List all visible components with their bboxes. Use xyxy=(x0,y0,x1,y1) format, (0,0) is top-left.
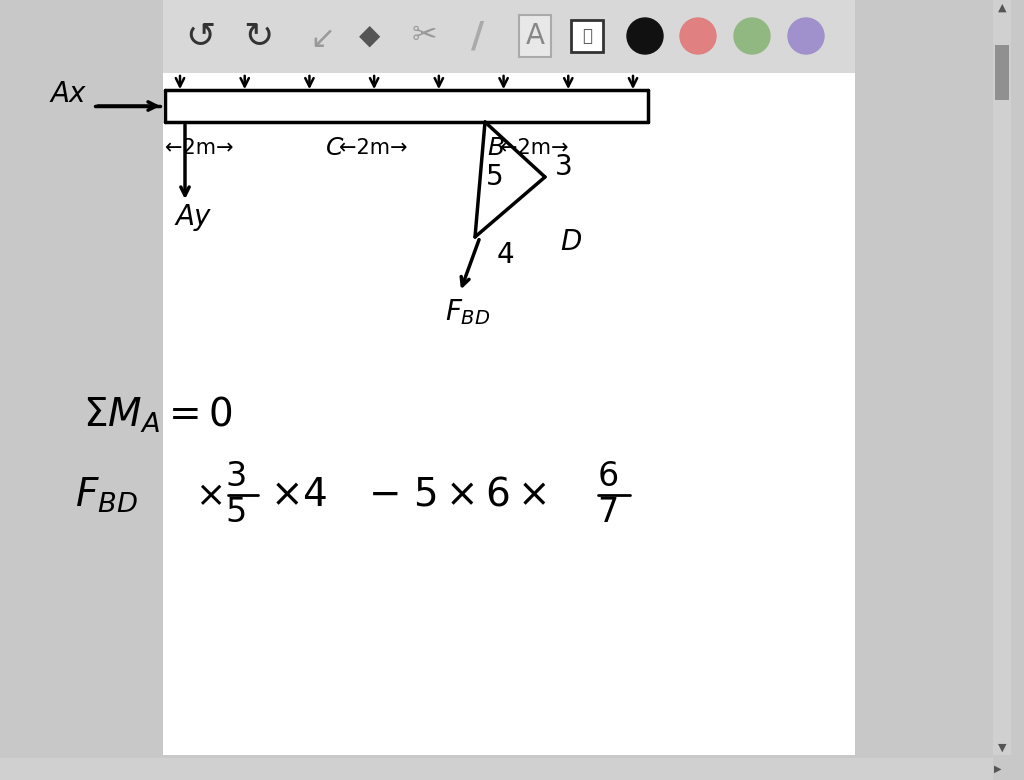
Text: 5: 5 xyxy=(486,163,504,191)
Text: A: A xyxy=(525,22,545,50)
Text: ↺: ↺ xyxy=(185,19,215,53)
Text: 3: 3 xyxy=(225,460,247,494)
Text: ▶: ▶ xyxy=(994,764,1001,774)
Text: $-\ 5 \times 6 \times$: $-\ 5 \times 6 \times$ xyxy=(368,476,547,514)
Circle shape xyxy=(680,18,716,54)
Text: 6: 6 xyxy=(597,460,618,494)
Text: ✂: ✂ xyxy=(412,22,437,51)
Bar xyxy=(163,0,855,73)
Circle shape xyxy=(734,18,770,54)
Text: ←2m→: ←2m→ xyxy=(339,138,408,158)
Circle shape xyxy=(788,18,824,54)
Text: ↗: ↗ xyxy=(302,22,328,51)
Text: /: / xyxy=(471,19,484,53)
Text: D: D xyxy=(560,228,582,256)
Text: 5: 5 xyxy=(225,497,247,530)
Text: Ax: Ax xyxy=(50,80,85,108)
Text: $F_{BD}$: $F_{BD}$ xyxy=(445,297,490,327)
Text: 🏔: 🏔 xyxy=(582,27,592,45)
Text: 7: 7 xyxy=(597,497,618,530)
Bar xyxy=(0,758,993,780)
Text: 3: 3 xyxy=(555,153,572,181)
Text: ▲: ▲ xyxy=(997,3,1007,13)
Text: ▼: ▼ xyxy=(997,743,1007,753)
Circle shape xyxy=(627,18,663,54)
Text: Ay: Ay xyxy=(175,203,210,231)
Text: ←2m→: ←2m→ xyxy=(500,138,568,158)
Text: ↻: ↻ xyxy=(243,19,273,53)
Bar xyxy=(163,0,855,755)
Text: B: B xyxy=(487,136,504,160)
Text: $\Sigma M_A = 0$: $\Sigma M_A = 0$ xyxy=(83,395,232,435)
Bar xyxy=(993,0,1011,755)
Text: $F_{BD}$: $F_{BD}$ xyxy=(75,475,137,515)
Bar xyxy=(995,45,1009,100)
Text: $\times$: $\times$ xyxy=(195,478,222,512)
Text: $\times 4$: $\times 4$ xyxy=(270,476,328,514)
Bar xyxy=(571,20,603,52)
Text: C: C xyxy=(326,136,343,160)
Text: ◆: ◆ xyxy=(359,22,381,50)
Text: ←2m→: ←2m→ xyxy=(165,138,233,158)
Text: 4: 4 xyxy=(497,241,514,269)
